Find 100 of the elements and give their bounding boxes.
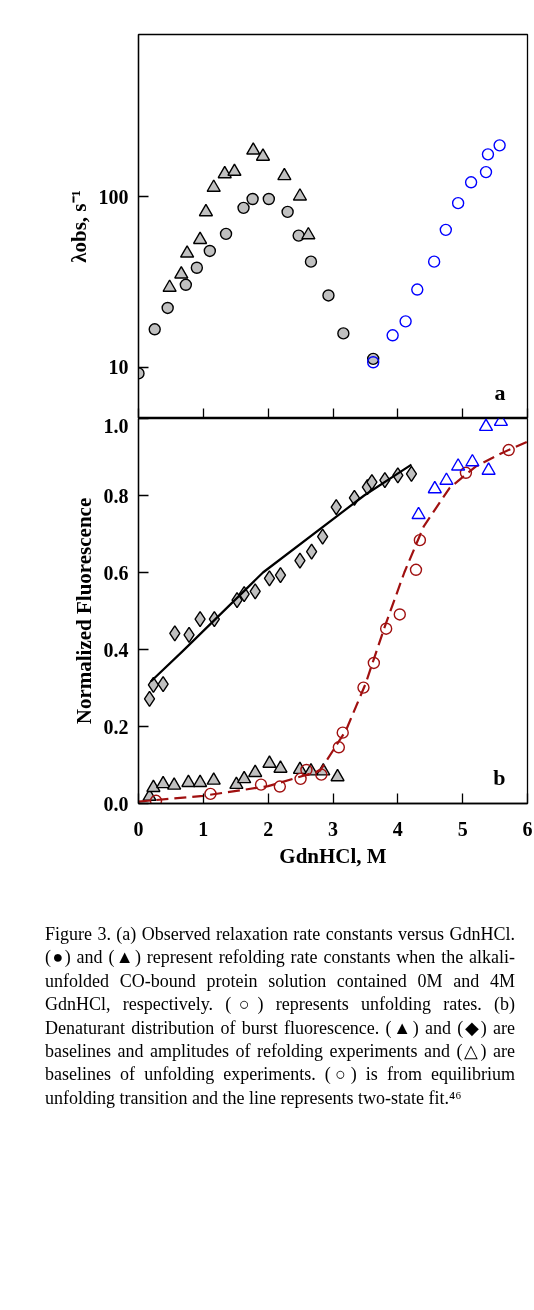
- point: [237, 201, 250, 215]
- x-tick-label: 5: [457, 817, 468, 840]
- point: [459, 466, 473, 479]
- point: [357, 681, 370, 694]
- point: [481, 148, 495, 161]
- point: [411, 506, 426, 520]
- point: [304, 255, 318, 268]
- point: [263, 570, 276, 587]
- point: [246, 192, 259, 206]
- point: [393, 608, 406, 621]
- point: [379, 622, 393, 635]
- point: [236, 770, 252, 784]
- point: [206, 772, 221, 785]
- point: [273, 760, 288, 773]
- x-tick-label: 0: [133, 817, 144, 840]
- y-tick-label: 0.4: [103, 638, 129, 661]
- y-axis-title: λobs, s⁻¹: [66, 190, 91, 263]
- point: [332, 741, 346, 754]
- point: [227, 163, 242, 177]
- point: [427, 255, 441, 268]
- point: [262, 192, 276, 206]
- point: [405, 465, 418, 483]
- point: [439, 472, 454, 485]
- point: [315, 768, 328, 781]
- point: [481, 462, 496, 475]
- point: [330, 768, 345, 782]
- point: [294, 772, 307, 786]
- point: [478, 418, 494, 432]
- point: [386, 329, 399, 342]
- point: [169, 625, 181, 642]
- point: [502, 443, 515, 457]
- point: [277, 167, 292, 181]
- point: [451, 196, 465, 210]
- point: [409, 563, 423, 576]
- point: [143, 690, 156, 707]
- point: [322, 289, 335, 302]
- point: [179, 278, 193, 291]
- point: [204, 787, 217, 801]
- point: [254, 778, 268, 791]
- point: [255, 148, 271, 161]
- point: [337, 327, 350, 340]
- point: [179, 245, 195, 258]
- point: [301, 226, 316, 240]
- point: [300, 763, 313, 777]
- point: [262, 755, 277, 768]
- point: [229, 776, 244, 790]
- point: [464, 176, 478, 189]
- point: [399, 315, 412, 328]
- point: [367, 656, 381, 670]
- point: [427, 480, 442, 494]
- text: a: [494, 379, 506, 405]
- point: [190, 261, 204, 274]
- point: [479, 165, 493, 179]
- point: [439, 223, 453, 237]
- y-tick-label: 0.6: [103, 561, 129, 584]
- y-tick-label: 0.2: [103, 715, 129, 738]
- x-tick-label: 2: [263, 817, 274, 840]
- point: [149, 794, 163, 804]
- point: [336, 726, 349, 739]
- point: [249, 583, 261, 600]
- y-tick-label: 0.8: [103, 484, 129, 507]
- y-tick-label: 10: [108, 356, 129, 379]
- point: [155, 775, 171, 789]
- text: b: [493, 764, 506, 790]
- point: [305, 543, 318, 560]
- point: [450, 458, 466, 471]
- point: [166, 777, 182, 790]
- point: [493, 139, 506, 152]
- point: [181, 774, 196, 788]
- point: [367, 356, 380, 369]
- point: [192, 774, 208, 788]
- point: [281, 205, 294, 219]
- caption: Figure 3. (a) Observed relaxation rate constants versus GdnHCl. (●) and (▲) represent refolding rate constants when the alkali-unfolded CO-bound protein solution contained 0M and 4M GdnHCl, respectively. (○) represents unfolding rates. (b) Denaturant distribution of burst fluorescence. (▲) and (◆) are baselines and amplitudes of refolding experiments and (△) are baselines of unfolding experiments. (○) is from equilibrium unfolding transition and the line represents two-state fit.⁴⁶: [45, 923, 515, 1110]
- point: [203, 244, 217, 258]
- point: [274, 567, 287, 584]
- point: [273, 780, 287, 793]
- point: [162, 279, 177, 292]
- y-axis-title: Normalized Fluorescence: [71, 497, 96, 725]
- y-tick-label: 1.0: [103, 414, 129, 437]
- point: [465, 453, 480, 467]
- point: [161, 301, 174, 315]
- point: [294, 552, 306, 569]
- point: [192, 231, 208, 245]
- point: [148, 323, 161, 336]
- point: [219, 227, 233, 241]
- point: [174, 265, 189, 279]
- point: [146, 779, 161, 793]
- point: [248, 764, 263, 778]
- point: [411, 283, 424, 296]
- point: [198, 203, 214, 217]
- point: [246, 142, 261, 155]
- x-tick-label: 1: [198, 817, 209, 840]
- x-tick-label: 6: [522, 817, 533, 840]
- x-axis-title: GdnHCl, M: [279, 843, 387, 868]
- point: [292, 188, 308, 201]
- point: [413, 533, 427, 547]
- x-tick-label: 3: [328, 817, 338, 840]
- point: [206, 179, 221, 192]
- y-tick-label: 0.0: [103, 792, 129, 815]
- y-tick-label: 100: [98, 185, 129, 208]
